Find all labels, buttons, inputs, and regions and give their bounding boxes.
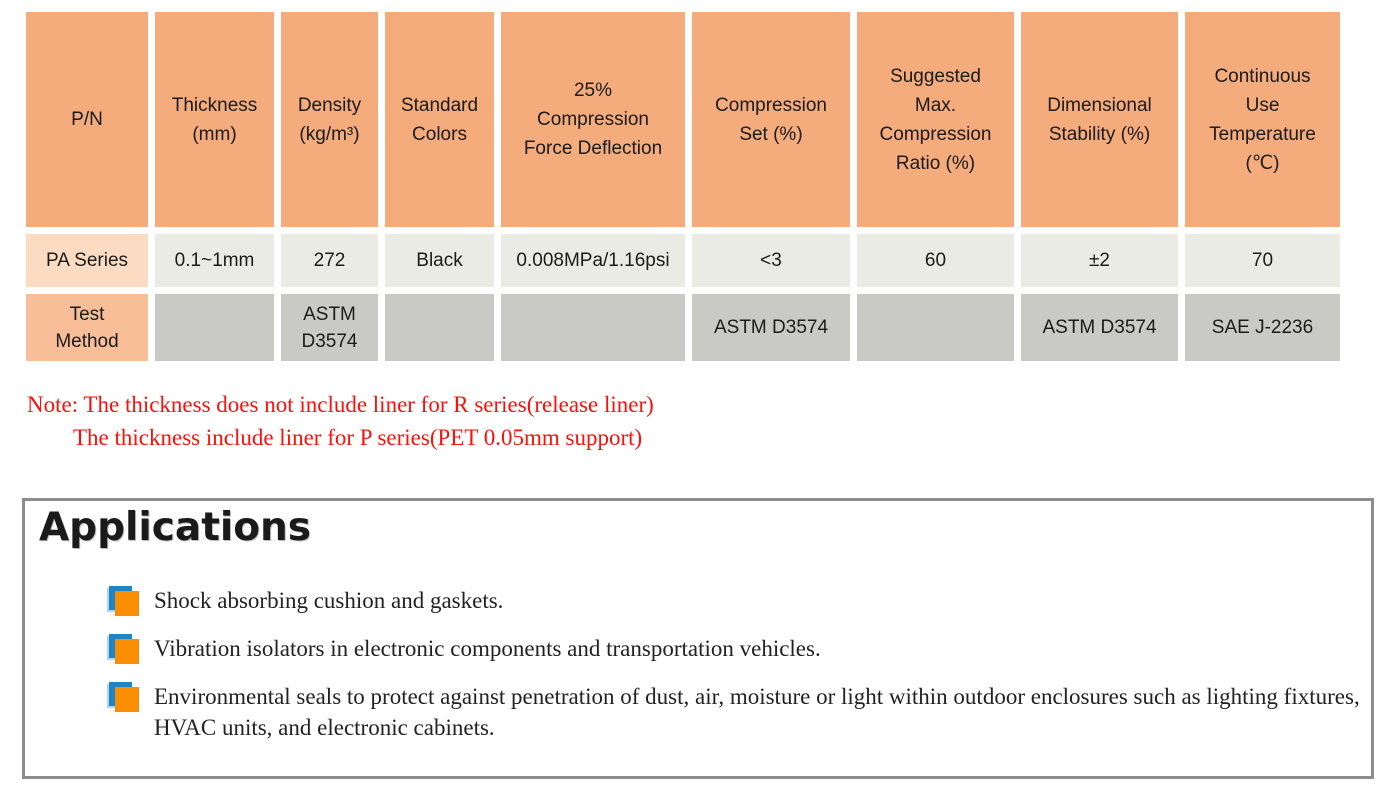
column-header-suggested-max-compression-ratio: Suggested Max. Compression Ratio (%) [857, 12, 1014, 227]
column-header-standard-colors: Standard Colors [385, 12, 494, 227]
applications-list: Shock absorbing cushion and gaskets. Vib… [109, 585, 1369, 743]
note-line-1: Note: The thickness does not include lin… [27, 392, 654, 417]
test-cell-continuous-use-temperature: SAE J-2236 [1185, 294, 1340, 361]
test-cell-max-compression-ratio [857, 294, 1014, 361]
cell-standard-colors: Black [385, 234, 494, 287]
applications-title: Applications [39, 505, 311, 550]
test-cell-compression-set: ASTM D3574 [692, 294, 850, 361]
test-cell-dimensional-stability: ASTM D3574 [1021, 294, 1178, 361]
table-row-pa-series: PA Series 0.1~1mm 272 Black 0.008MPa/1.1… [26, 234, 1340, 287]
cell-compression-set: <3 [692, 234, 850, 287]
cell-continuous-use-temperature: 70 [1185, 234, 1340, 287]
row-label-pa-series: PA Series [26, 234, 148, 287]
list-item-text: Shock absorbing cushion and gaskets. [154, 588, 504, 613]
test-cell-density: ASTM D3574 [281, 294, 378, 361]
test-cell-compression-force-deflection [501, 294, 685, 361]
cell-compression-force-deflection: 0.008MPa/1.16psi [501, 234, 685, 287]
column-header-pn: P/N [26, 12, 148, 227]
column-header-compression-set: Compression Set (%) [692, 12, 850, 227]
list-item: Environmental seals to protect against p… [109, 681, 1369, 743]
spec-table: P/N Thickness (mm) Density (kg/m³) Stand… [19, 5, 1347, 368]
square-bullet-icon [109, 634, 141, 666]
row-label-test-method: Test Method [26, 294, 148, 361]
list-item-text: Vibration isolators in electronic compon… [154, 636, 821, 661]
cell-thickness: 0.1~1mm [155, 234, 274, 287]
test-cell-standard-colors [385, 294, 494, 361]
list-item-text: Environmental seals to protect against p… [154, 684, 1360, 740]
column-header-density: Density (kg/m³) [281, 12, 378, 227]
applications-section: Applications Shock absorbing cushion and… [22, 498, 1374, 779]
square-bullet-icon [109, 586, 141, 618]
cell-density: 272 [281, 234, 378, 287]
list-item: Vibration isolators in electronic compon… [109, 633, 1369, 666]
test-cell-thickness [155, 294, 274, 361]
note-line-2: The thickness include liner for P series… [73, 425, 643, 450]
square-bullet-icon [109, 682, 141, 714]
column-header-dimensional-stability: Dimensional Stability (%) [1021, 12, 1178, 227]
table-row-test-method: Test Method ASTM D3574 ASTM D3574 ASTM D… [26, 294, 1340, 361]
list-item: Shock absorbing cushion and gaskets. [109, 585, 1369, 618]
column-header-compression-force-deflection: 25% Compression Force Deflection [501, 12, 685, 227]
cell-max-compression-ratio: 60 [857, 234, 1014, 287]
column-header-continuous-use-temperature: Continuous Use Temperature (℃) [1185, 12, 1340, 227]
cell-dimensional-stability: ±2 [1021, 234, 1178, 287]
table-header-row: P/N Thickness (mm) Density (kg/m³) Stand… [26, 12, 1340, 227]
column-header-thickness: Thickness (mm) [155, 12, 274, 227]
thickness-note: Note: The thickness does not include lin… [27, 388, 654, 454]
